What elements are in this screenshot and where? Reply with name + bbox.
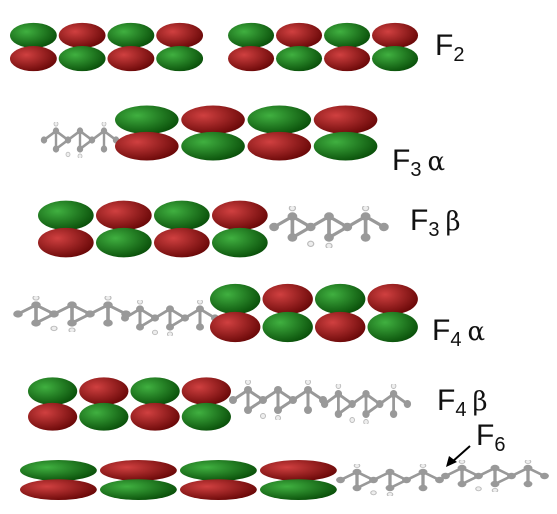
molecule [121, 300, 219, 337]
label-main: F [392, 144, 410, 177]
label: F2 [435, 29, 464, 66]
label-suffix: β [445, 207, 460, 237]
molecule [441, 460, 549, 493]
orbital [210, 284, 418, 342]
orbital [20, 460, 337, 500]
label-sub: 2 [453, 44, 464, 66]
label: F6 [476, 419, 505, 456]
label-suffix: β [472, 387, 487, 417]
orbital [38, 201, 268, 258]
label-suffix: α [427, 147, 445, 177]
label-sub: 4 [450, 329, 461, 351]
molecule [229, 380, 327, 421]
label-main: F [435, 29, 453, 62]
label-main: F [432, 314, 450, 347]
label-sub: 3 [428, 219, 439, 241]
molecule [13, 296, 131, 333]
label-sub: 3 [410, 159, 421, 181]
molecule [41, 122, 119, 159]
orbital [28, 377, 231, 430]
label-sub: 4 [455, 399, 466, 421]
label-main: F [410, 204, 428, 237]
orbital [10, 23, 203, 71]
orbital [115, 106, 377, 161]
label-sub: 6 [494, 434, 505, 456]
orbital [228, 23, 418, 71]
label-main: F [437, 384, 455, 417]
arrow [452, 446, 470, 462]
molecule [269, 205, 389, 248]
figure: F2 F3α F3β F4α F4β F6 [0, 0, 557, 514]
label-suffix: α [467, 317, 485, 347]
label-main: F [476, 419, 494, 452]
arrow-head [446, 456, 457, 467]
molecule [336, 464, 444, 497]
molecule [321, 384, 411, 425]
